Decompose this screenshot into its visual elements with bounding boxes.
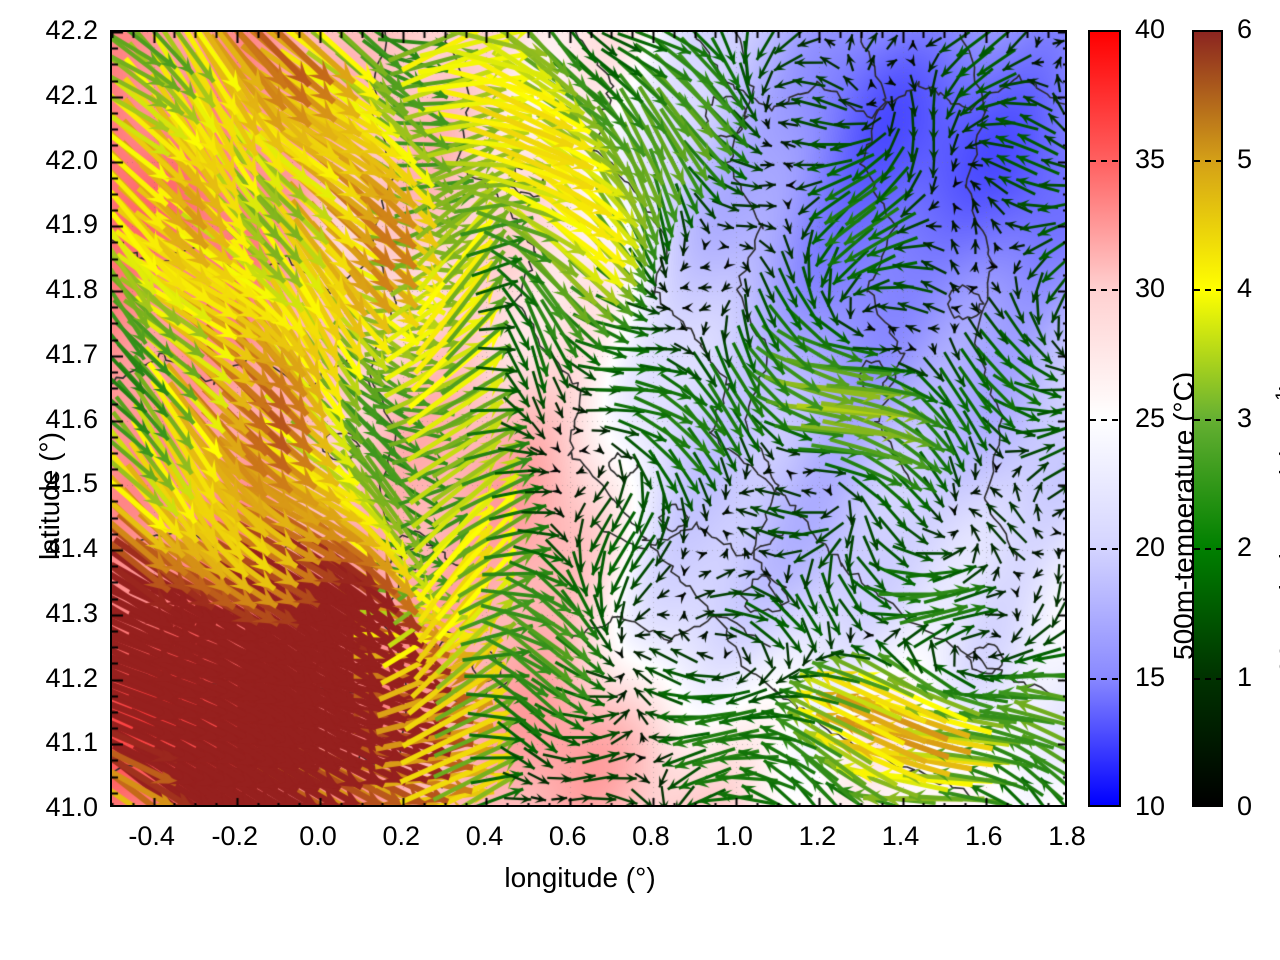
y-tick-label: 41.5 <box>45 468 98 499</box>
y-axis-title: latitude (°) <box>34 432 65 560</box>
axis-ticks-layer <box>112 32 1065 805</box>
x-axis-title: longitude (°) <box>504 862 656 893</box>
x-tick-label: 0.2 <box>382 821 421 851</box>
wind-colorbar-title-text: 500m-wind speed (m s-1) <box>1272 381 1280 690</box>
colorbar-tick-label: 3 <box>1237 402 1253 433</box>
colorbar-tick-label: 40 <box>1135 14 1166 44</box>
colorbar-tick-label: 4 <box>1237 273 1253 303</box>
colorbar-tick-mark <box>1194 419 1221 421</box>
x-tick-label: 1.6 <box>965 821 1003 851</box>
temperature-colorbar <box>1088 30 1121 807</box>
wind-colorbar <box>1192 30 1223 807</box>
colorbar-tick-label: 25 <box>1135 402 1166 433</box>
y-tick-label: 41.3 <box>45 597 98 628</box>
x-tick-label: 0.8 <box>632 821 670 851</box>
y-tick-label: 41.9 <box>45 209 98 240</box>
x-tick-label: 1.4 <box>881 821 920 851</box>
colorbar-tick-mark <box>1090 419 1119 421</box>
colorbar-tick-label: 10 <box>1135 791 1166 821</box>
y-tick-label: 41.8 <box>45 274 98 304</box>
colorbar-tick-label: 5 <box>1237 143 1253 174</box>
colorbar-tick-label: 0 <box>1237 791 1253 821</box>
y-tick-label: 42.1 <box>45 79 98 110</box>
colorbar-tick-label: 1 <box>1237 661 1253 692</box>
colorbar-tick-mark <box>1194 548 1221 550</box>
map-plot-area <box>110 30 1067 807</box>
x-tick-label: 1.2 <box>798 821 837 851</box>
y-tick-label: 41.1 <box>45 727 98 758</box>
colorbar-tick-label: 2 <box>1237 532 1253 562</box>
x-tick-label: -0.4 <box>128 821 175 851</box>
x-tick-label: 0.0 <box>299 821 337 851</box>
y-tick-label: 41.2 <box>45 662 98 693</box>
x-tick-label: 1.8 <box>1048 821 1086 851</box>
y-tick-label: 42.0 <box>45 144 98 175</box>
colorbar-tick-mark <box>1090 160 1119 162</box>
colorbar-tick-mark <box>1194 160 1221 162</box>
x-tick-label: -0.2 <box>211 821 259 851</box>
x-tick-label: 0.4 <box>465 821 504 851</box>
colorbar-tick-mark <box>1194 678 1221 680</box>
colorbar-tick-label: 20 <box>1135 532 1166 562</box>
colorbar-tick-label: 35 <box>1135 143 1166 174</box>
colorbar-tick-label: 30 <box>1135 273 1166 303</box>
y-tick-label: 41.6 <box>45 403 98 434</box>
y-tick-label: 41.4 <box>45 533 98 563</box>
colorbar-tick-mark <box>1194 289 1221 291</box>
y-tick-label: 42.2 <box>45 15 98 45</box>
colorbar-tick-label: 15 <box>1135 661 1166 692</box>
colorbar-tick-mark <box>1090 678 1119 680</box>
colorbar-tick-label: 6 <box>1237 14 1253 44</box>
y-tick-label: 41.0 <box>45 792 98 822</box>
colorbar-tick-mark <box>1090 548 1119 550</box>
colorbar-tick-mark <box>1090 289 1119 291</box>
wind-colorbar-title: 500m-wind speed (m s-1) <box>1272 381 1280 690</box>
x-tick-label: 0.6 <box>548 821 587 851</box>
y-tick-label: 41.7 <box>45 338 98 369</box>
x-tick-label: 1.0 <box>715 821 753 851</box>
